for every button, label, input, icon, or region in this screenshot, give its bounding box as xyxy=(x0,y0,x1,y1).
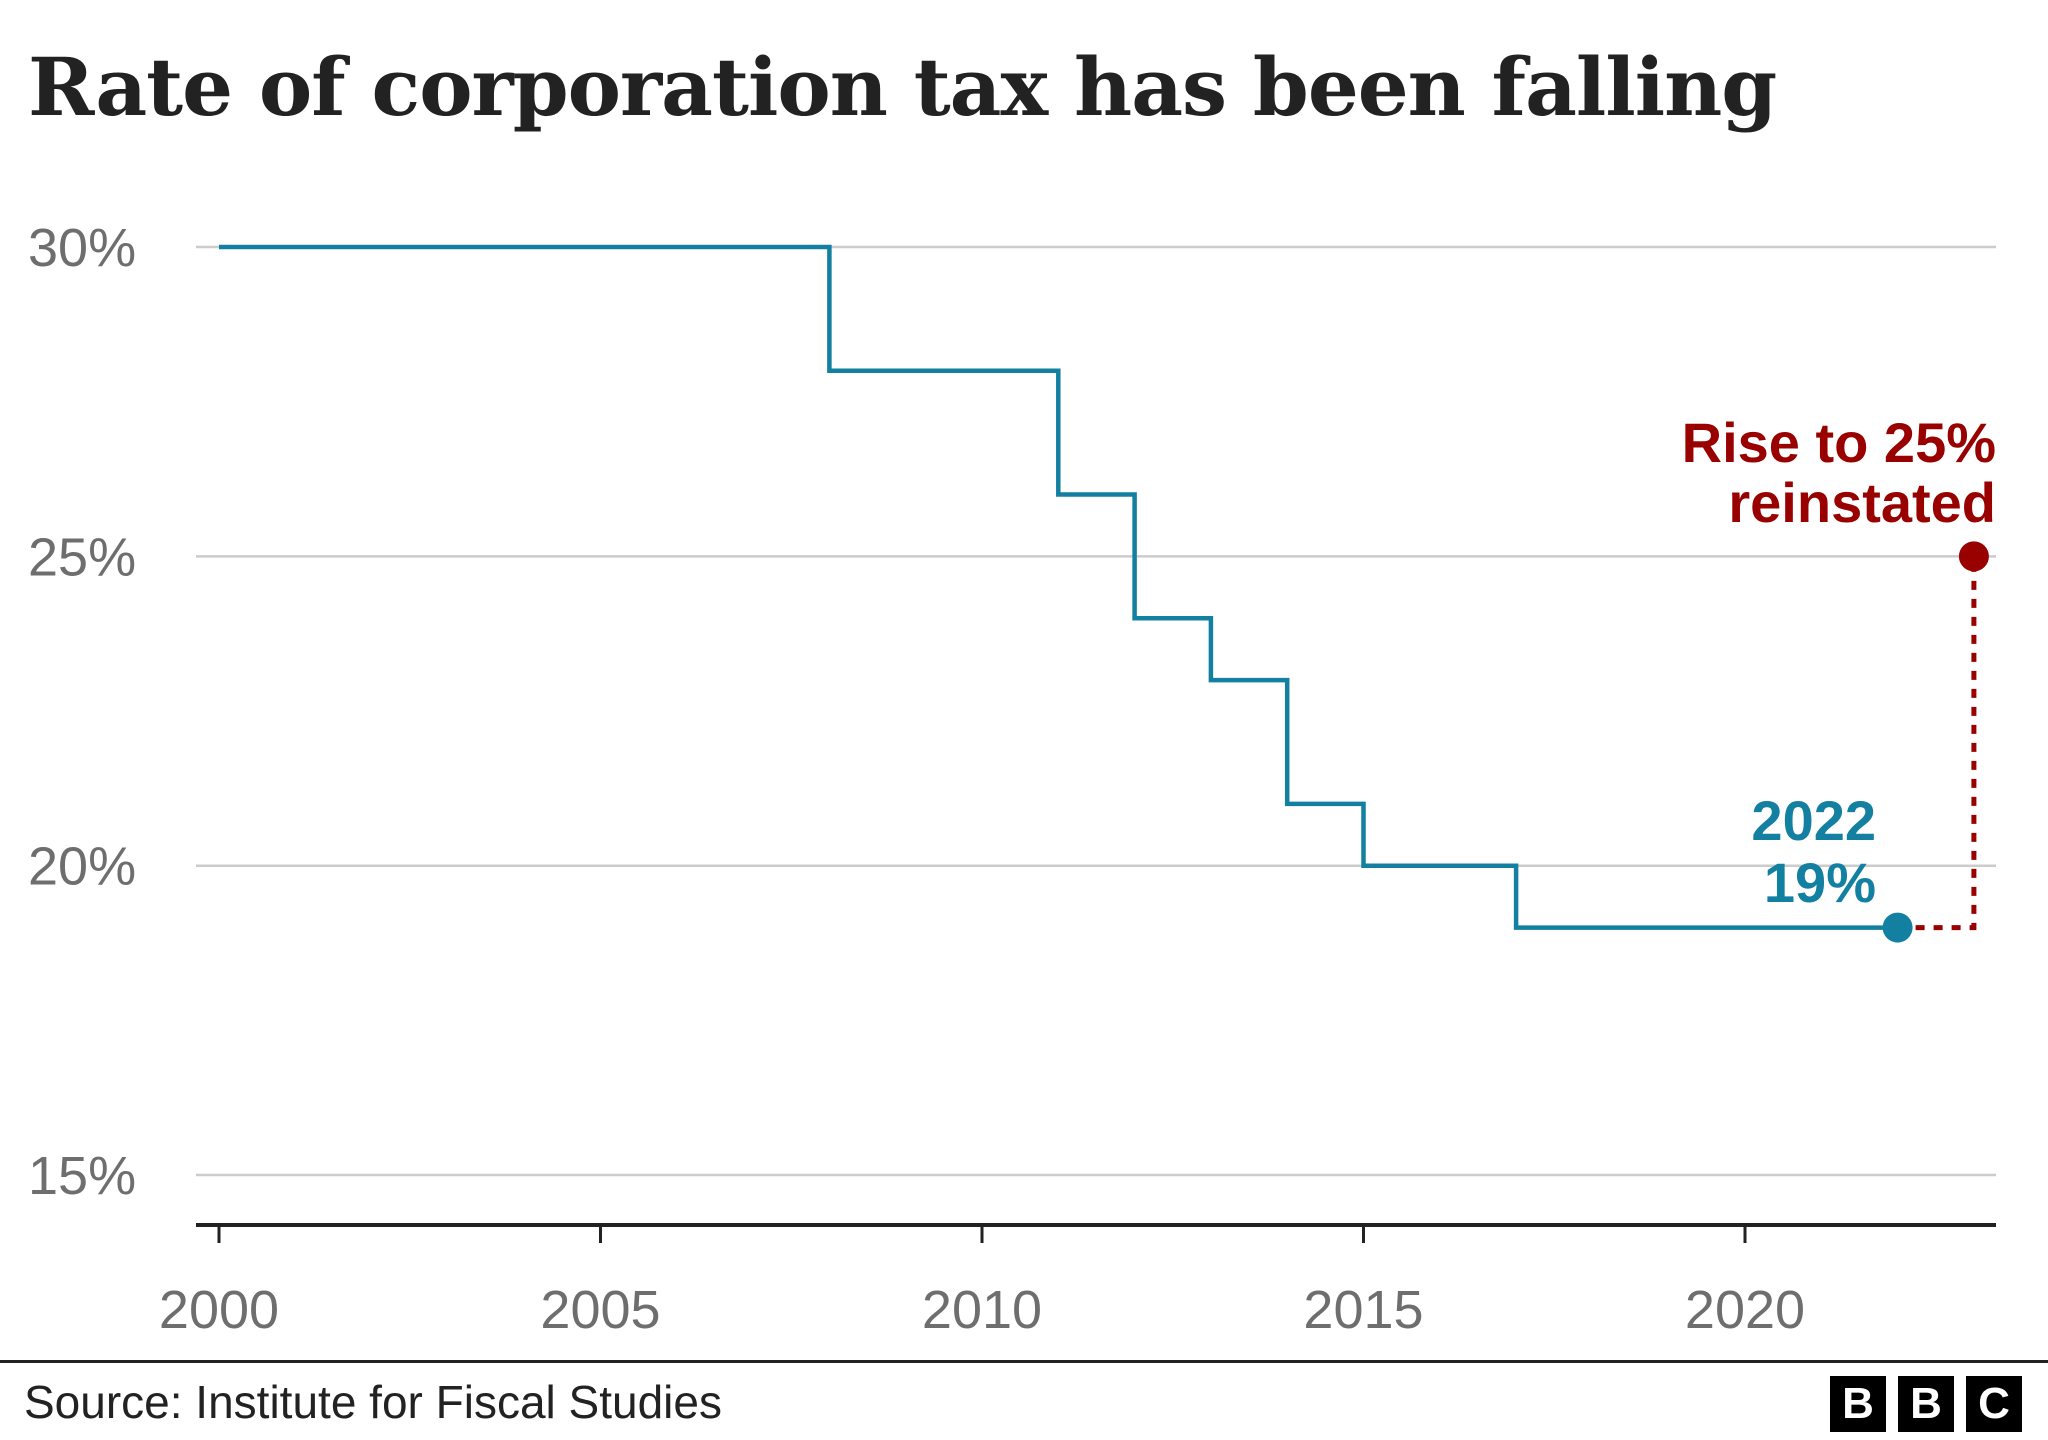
rate-line xyxy=(219,244,1898,930)
x-tick-label: 2010 xyxy=(922,1280,1042,1340)
annotation-2022-year: 2022 xyxy=(1751,789,1876,852)
x-tick-label: 2015 xyxy=(1303,1280,1423,1340)
annotation-2022-rate: 19% xyxy=(1764,851,1876,914)
annotation-rise: Rise to 25% xyxy=(1682,411,1996,474)
2023-point xyxy=(1958,541,1989,572)
bbc-logo: B B C xyxy=(1830,1376,2022,1432)
annotation-reinstated: reinstated xyxy=(1728,471,1996,534)
y-tick-label: 20% xyxy=(28,837,136,897)
y-tick-label: 15% xyxy=(28,1146,136,1206)
footer-divider xyxy=(0,1360,2048,1363)
y-tick-label: 25% xyxy=(28,527,136,587)
projection-line xyxy=(1915,556,1977,931)
chart-title: Rate of corporation tax has been falling xyxy=(28,40,1777,134)
x-tick-label: 2020 xyxy=(1685,1280,1805,1340)
bbc-logo-letter: B xyxy=(1830,1376,1886,1432)
x-tick-label: 2000 xyxy=(159,1280,279,1340)
source-note: Source: Institute for Fiscal Studies xyxy=(24,1376,722,1428)
y-tick-label: 30% xyxy=(28,218,136,278)
2022-point xyxy=(1882,912,1913,943)
x-tick-label: 2005 xyxy=(540,1280,660,1340)
bbc-logo-letter: C xyxy=(1966,1376,2022,1432)
bbc-logo-letter: B xyxy=(1898,1376,1954,1432)
